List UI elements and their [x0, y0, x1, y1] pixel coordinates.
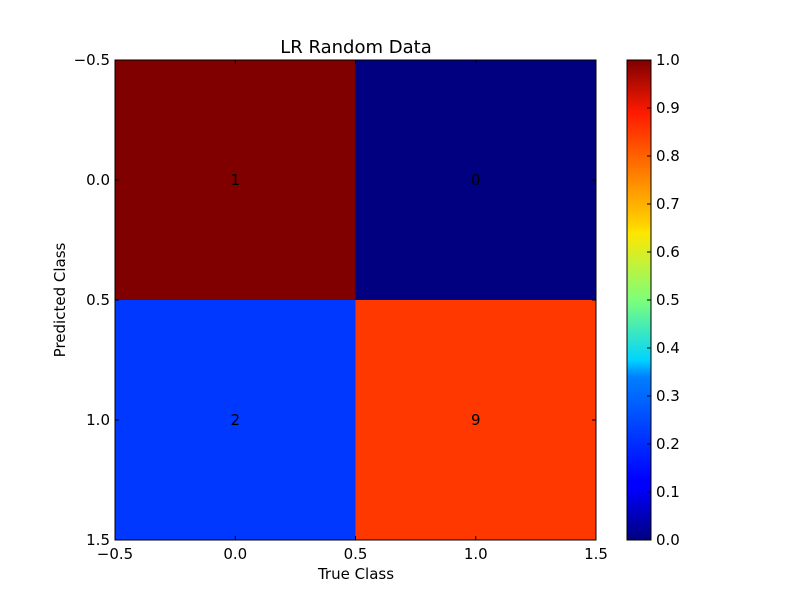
heatmap-cells — [115, 60, 596, 540]
y-tick-label: −0.5 — [74, 51, 110, 69]
x-tick-label: 1.0 — [464, 545, 488, 563]
colorbar-tick-label: 0.6 — [656, 243, 680, 261]
cell-value-label: 2 — [230, 411, 240, 429]
chart-title: LR Random Data — [280, 37, 431, 58]
cell-labels: 1 0 2 9 — [230, 171, 480, 429]
colorbar-tick-label: 0.9 — [656, 99, 680, 117]
x-axis-ticks: −0.5 0.0 0.5 1.0 1.5 — [97, 60, 608, 563]
colorbar-tick-label: 0.7 — [656, 195, 680, 213]
heatmap-cell — [115, 60, 356, 300]
colorbar-tick-label: 0.4 — [656, 339, 680, 357]
colorbar-tick-label: 0.3 — [656, 387, 680, 405]
y-tick-label: 0.5 — [86, 291, 110, 309]
y-axis-ticks: −0.5 0.0 0.5 1.0 1.5 — [74, 51, 596, 549]
y-tick-label: 1.0 — [86, 411, 110, 429]
heatmap-cell — [355, 60, 596, 300]
colorbar-ticks: 0.0 0.1 0.2 0.3 0.4 0.5 0.6 0.7 0.8 0.9 1.0 — [647, 51, 680, 549]
cell-value-label: 0 — [471, 171, 481, 189]
y-tick-label: 1.5 — [86, 531, 110, 549]
colorbar-tick-label: 0.1 — [656, 483, 680, 501]
colorbar-tick-label: 0.2 — [656, 435, 680, 453]
y-axis-label: Predicted Class — [51, 242, 69, 357]
cell-value-label: 1 — [230, 171, 240, 189]
y-tick-label: 0.0 — [86, 171, 110, 189]
x-tick-label: 0.0 — [223, 545, 247, 563]
colorbar-tick-label: 0.5 — [656, 291, 680, 309]
x-axis-label: True Class — [317, 565, 394, 583]
colorbar-tick-label: 0.0 — [656, 531, 680, 549]
heatmap-cell — [355, 300, 596, 540]
colorbar-tick-label: 1.0 — [656, 51, 680, 69]
x-tick-label: 0.5 — [344, 545, 368, 563]
heatmap-cell — [115, 300, 356, 540]
colorbar-tick-label: 0.8 — [656, 147, 680, 165]
cell-value-label: 9 — [471, 411, 481, 429]
x-tick-label: 1.5 — [584, 545, 608, 563]
x-tick-label: −0.5 — [97, 545, 133, 563]
